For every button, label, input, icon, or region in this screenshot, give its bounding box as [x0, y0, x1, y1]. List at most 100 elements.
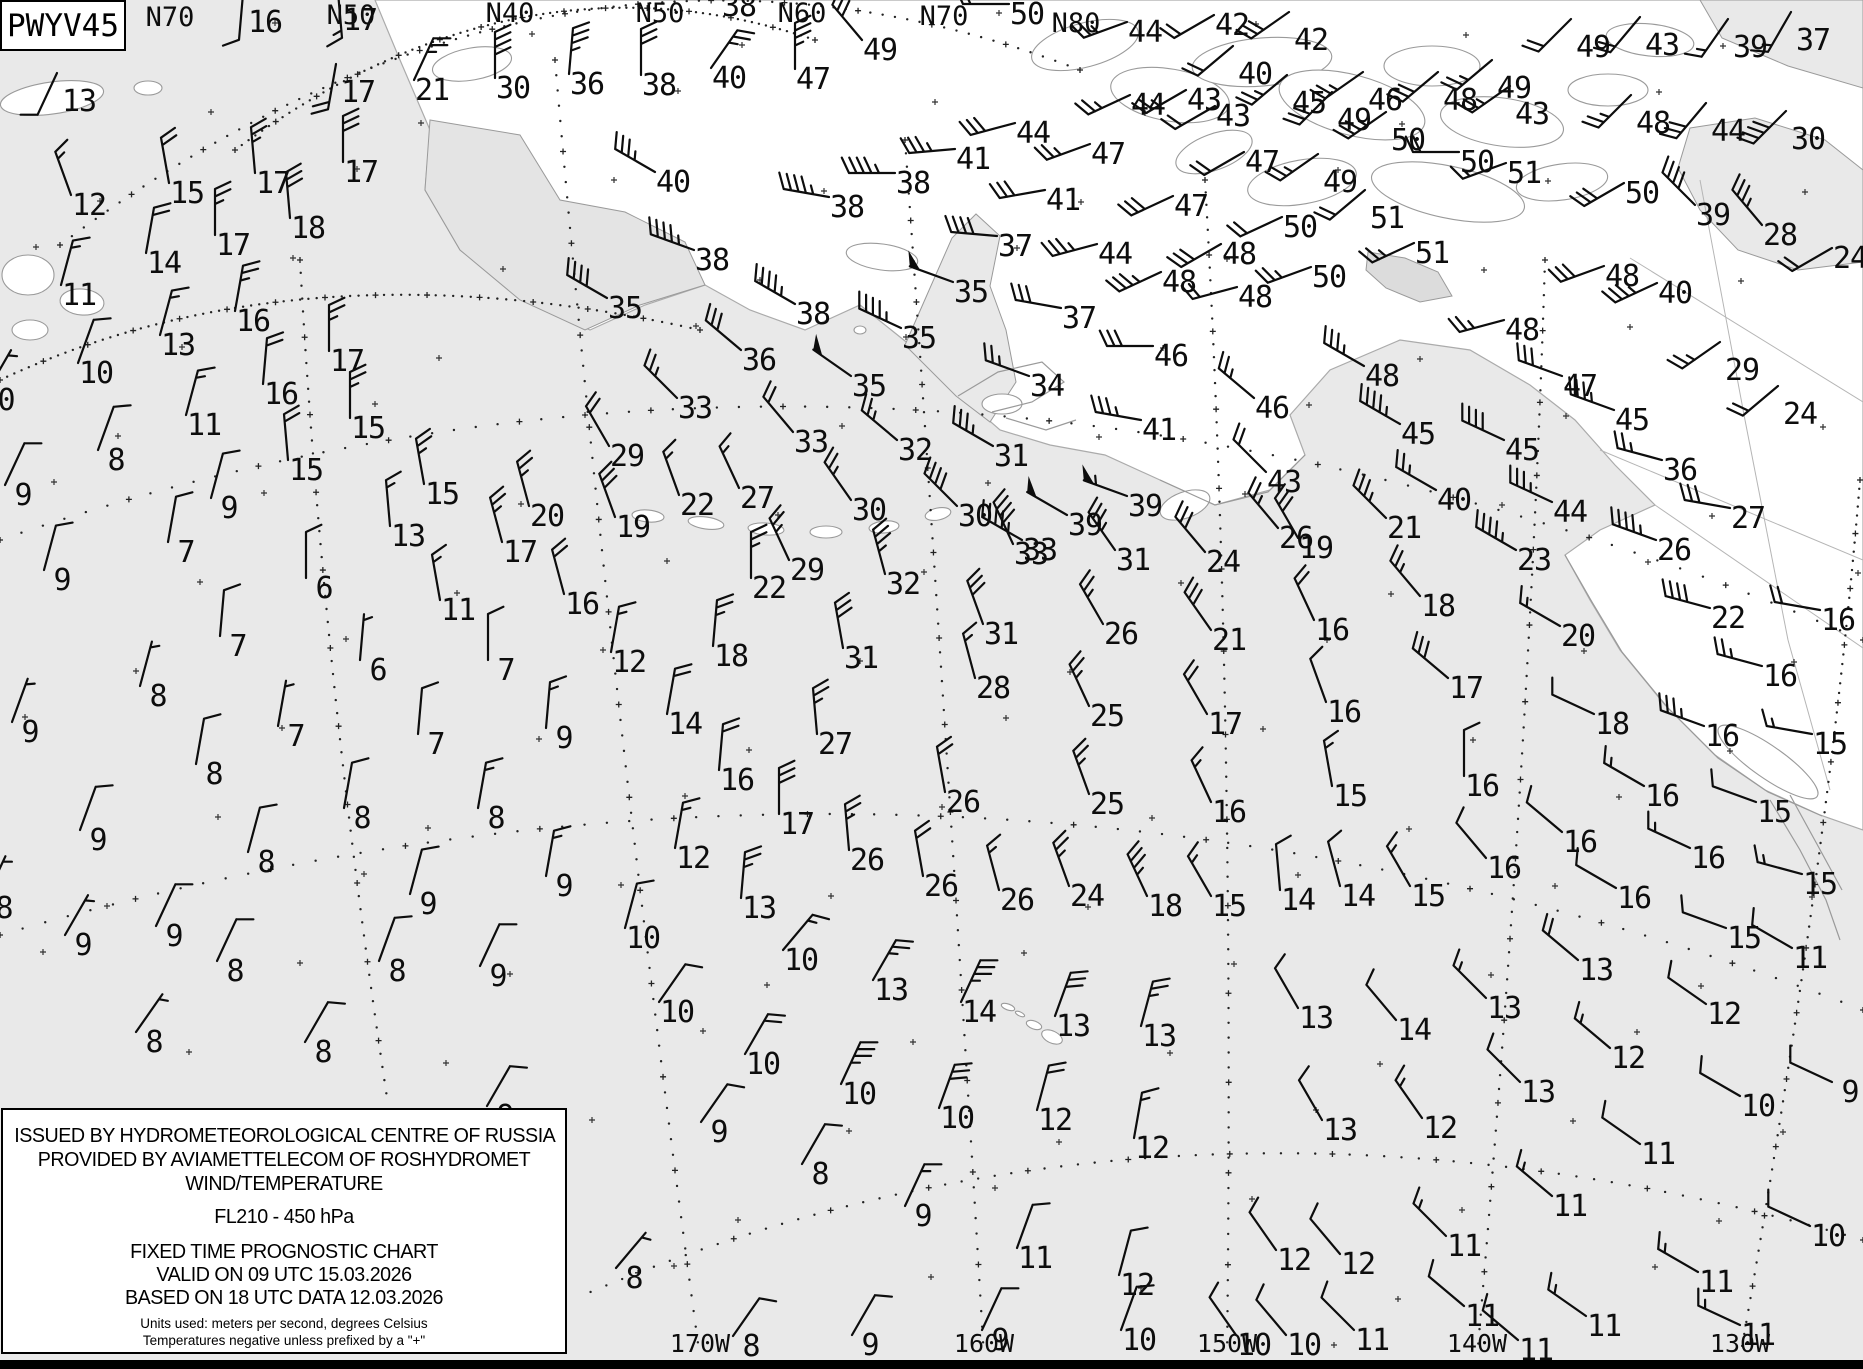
- wind-barb: [1117, 194, 1175, 217]
- temperature-value: 24: [1070, 879, 1104, 914]
- station-plot: 11: [184, 366, 222, 443]
- temperature-value: 12: [1423, 1111, 1457, 1146]
- station-plot: 31: [1087, 496, 1151, 578]
- coastline: [1005, 417, 1077, 431]
- station-plot: 50: [959, 0, 1045, 32]
- temperature-value: 13: [62, 84, 96, 119]
- station-plot: 9: [850, 1294, 893, 1363]
- temperature-value: 19: [1299, 531, 1333, 566]
- temperature-value: 16: [1645, 779, 1679, 814]
- wind-barb: [304, 523, 323, 580]
- temperature-value: 40: [1658, 276, 1692, 311]
- temperature-value: 8: [811, 1157, 828, 1192]
- station-plot: 24: [1726, 384, 1818, 432]
- station-plot: 49: [1440, 58, 1532, 106]
- temperature-value: 11: [1641, 1137, 1675, 1172]
- wind-barb: [665, 663, 693, 716]
- temperature-value: 9: [710, 1115, 727, 1150]
- temperature-value: 21: [415, 73, 449, 108]
- temperature-value: 12: [1277, 1243, 1311, 1278]
- wind-barb: [566, 257, 609, 300]
- station-plot: 34: [983, 342, 1065, 404]
- sea-patch: [904, 213, 1017, 423]
- wind-barb: [1160, 104, 1217, 131]
- wind-barb: [899, 135, 957, 155]
- station-plot: 44: [1040, 237, 1133, 272]
- temperature-value: 15: [289, 453, 323, 488]
- temperature-value: 11: [1587, 1309, 1621, 1344]
- wind-barb: [218, 583, 242, 638]
- temperature-value: 48: [1505, 313, 1539, 348]
- temperature-value: 12: [1038, 1103, 1072, 1138]
- temperature-value: 38: [796, 297, 830, 332]
- station-plot: 35: [858, 290, 937, 356]
- wind-barb: [1592, 15, 1642, 54]
- temperature-value: 11: [1018, 1241, 1052, 1276]
- temperature-value: 36: [570, 67, 604, 102]
- station-plot: 48: [1166, 237, 1257, 272]
- wind-barb: [1297, 1065, 1324, 1122]
- temperature-value: 9: [53, 563, 70, 598]
- station-plot: 9: [63, 894, 96, 963]
- station-plot: 17: [310, 62, 376, 115]
- temperature-value: 16: [236, 304, 270, 339]
- temperature-value: 17: [256, 166, 290, 201]
- graticule-meridian: [1740, 477, 1863, 1348]
- wind-barb: [1365, 968, 1398, 1022]
- station-plot: 12: [673, 797, 711, 876]
- temperature-value: 44: [1553, 495, 1587, 530]
- graticule-parallel: [0, 811, 1863, 1013]
- info-valid-time: VALID ON 09 UTC 15.03.2026: [156, 1263, 412, 1286]
- station-plot: 14: [959, 959, 999, 1030]
- station-plot: 17: [327, 296, 365, 379]
- station-plot: 16: [551, 537, 600, 622]
- wind-barb: [858, 290, 903, 330]
- station-plot: 9: [209, 449, 241, 526]
- temperature-value: 13: [1323, 1113, 1357, 1148]
- wind-barb: [348, 363, 367, 420]
- graticule-parallel: [589, 1150, 1863, 1294]
- station-plot: 14: [665, 663, 703, 742]
- island: [981, 393, 1023, 415]
- wind-barb: [1610, 506, 1658, 542]
- wind-barb: [1519, 585, 1562, 628]
- temperature-value: 17: [341, 75, 375, 110]
- temperature-value: 38: [642, 68, 676, 103]
- temperature-value: 43: [1267, 465, 1301, 500]
- wind-barb: [598, 460, 618, 519]
- station-plot: 48: [1547, 259, 1640, 294]
- station-plot: 20: [1519, 585, 1596, 654]
- station-plot: 25: [1072, 737, 1125, 822]
- temperature-value: 16: [1763, 659, 1797, 694]
- latitude-label: N70: [920, 1, 969, 32]
- wind-barb: [1074, 93, 1132, 116]
- temperature-value: 50: [1625, 176, 1659, 211]
- station-plot: 18: [284, 162, 326, 246]
- wind-barb: [246, 803, 278, 854]
- station-plot: 50: [1226, 210, 1318, 245]
- coastline: [1769, 799, 1841, 941]
- temperature-value: 13: [1521, 1075, 1555, 1110]
- temperature-value: 17: [343, 3, 377, 38]
- station-plot: 15: [1753, 844, 1838, 902]
- temperature-value: 28: [1763, 218, 1797, 253]
- temperature-value: 17: [780, 807, 814, 842]
- station-plot: 10: [743, 1013, 786, 1082]
- wind-barb: [1332, 110, 1388, 140]
- temperature-value: 9: [914, 1199, 931, 1234]
- temperature-value: 16: [1487, 851, 1521, 886]
- station-plot: 0: [0, 349, 19, 418]
- station-plot: 16: [1190, 746, 1247, 830]
- wind-barb: [485, 1065, 528, 1108]
- island: [1567, 73, 1649, 107]
- wind-barb: [1131, 88, 1188, 115]
- wind-barb: [1411, 630, 1450, 680]
- temperature-value: 9: [555, 869, 572, 904]
- temperature-value: 11: [1741, 1318, 1775, 1353]
- temperature-value: 17: [1208, 707, 1242, 742]
- station-plot: 13: [158, 286, 196, 363]
- wind-barb: [1186, 841, 1213, 898]
- wind-barb: [412, 37, 452, 82]
- temperature-value: 14: [1397, 1013, 1431, 1048]
- wind-barb: [1447, 315, 1506, 333]
